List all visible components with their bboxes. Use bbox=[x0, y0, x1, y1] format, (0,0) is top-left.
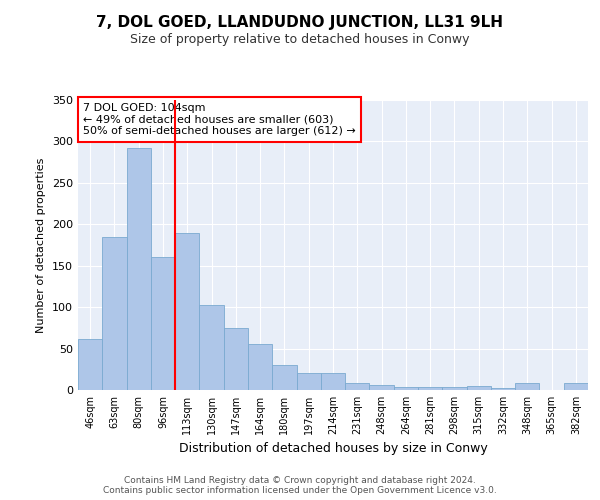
Bar bbox=[224, 328, 248, 390]
Bar bbox=[442, 386, 467, 390]
Text: Size of property relative to detached houses in Conwy: Size of property relative to detached ho… bbox=[130, 32, 470, 46]
Bar bbox=[78, 338, 102, 390]
Text: 7, DOL GOED, LLANDUDNO JUNCTION, LL31 9LH: 7, DOL GOED, LLANDUDNO JUNCTION, LL31 9L… bbox=[97, 15, 503, 30]
X-axis label: Distribution of detached houses by size in Conwy: Distribution of detached houses by size … bbox=[179, 442, 487, 456]
Bar bbox=[199, 304, 224, 390]
Bar bbox=[296, 374, 321, 390]
Bar bbox=[394, 386, 418, 390]
Bar bbox=[370, 385, 394, 390]
Bar bbox=[467, 386, 491, 390]
Bar bbox=[272, 365, 296, 390]
Bar bbox=[491, 388, 515, 390]
Bar bbox=[102, 236, 127, 390]
Bar bbox=[248, 344, 272, 390]
Bar bbox=[564, 382, 588, 390]
Bar bbox=[151, 256, 175, 390]
Bar bbox=[515, 382, 539, 390]
Bar bbox=[345, 382, 370, 390]
Bar bbox=[175, 234, 199, 390]
Y-axis label: Number of detached properties: Number of detached properties bbox=[37, 158, 46, 332]
Bar bbox=[321, 372, 345, 390]
Text: Contains HM Land Registry data © Crown copyright and database right 2024.
Contai: Contains HM Land Registry data © Crown c… bbox=[103, 476, 497, 495]
Text: 7 DOL GOED: 104sqm
← 49% of detached houses are smaller (603)
50% of semi-detach: 7 DOL GOED: 104sqm ← 49% of detached hou… bbox=[83, 103, 356, 136]
Bar bbox=[127, 148, 151, 390]
Bar bbox=[418, 386, 442, 390]
